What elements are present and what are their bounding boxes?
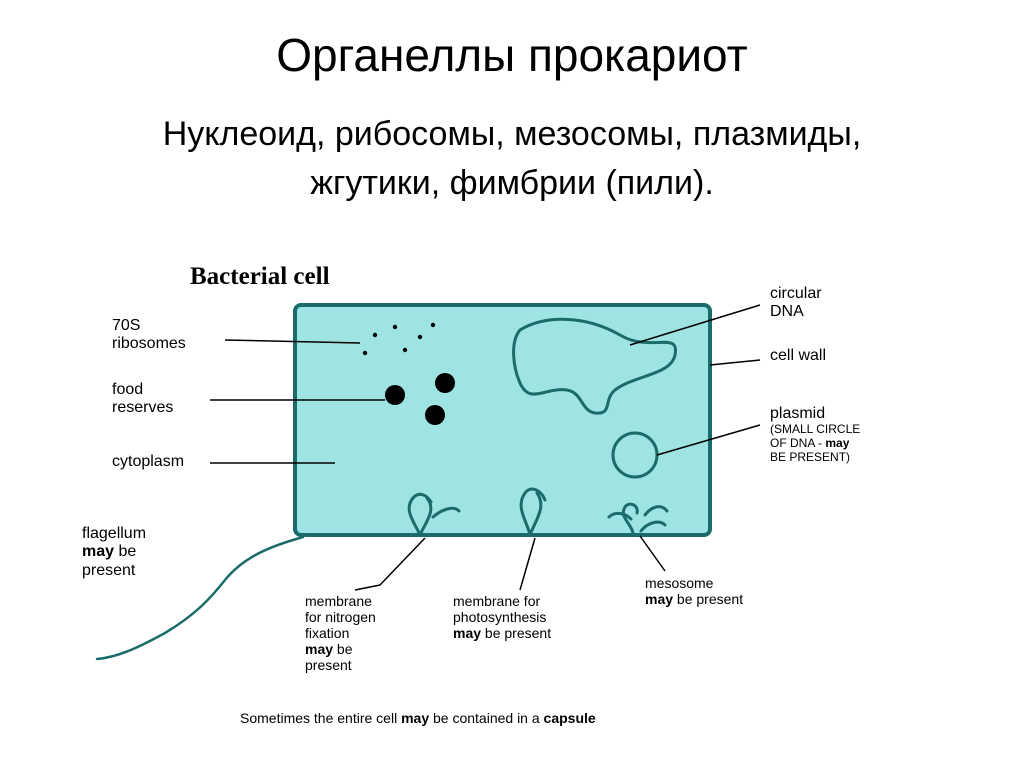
subtitle-line-1: Нуклеоид, рибосомы, мезосомы, плазмиды,: [163, 115, 862, 153]
label-membrane-photosynthesis: membrane forphotosynthesismay be present: [453, 593, 551, 641]
label-plasmid: plasmid(SMALL CIRCLEOF DNA - mayBE PRESE…: [770, 405, 860, 465]
label-ribosomes: 70Sribosomes: [112, 317, 186, 354]
subtitle-line-2: жгутики, фимбрии (пили).: [310, 164, 714, 202]
label-food-reserves: foodreserves: [112, 381, 173, 418]
slide-subtitle: Нуклеоид, рибосомы, мезосомы, плазмиды, …: [0, 110, 1024, 209]
diagram-svg: [75, 255, 945, 750]
diagram-caption: Sometimes the entire cell may be contain…: [240, 710, 596, 726]
label-cytoplasm: cytoplasm: [112, 453, 184, 471]
label-membrane-nitrogen: membranefor nitrogenfixationmay bepresen…: [305, 593, 376, 673]
label-circular-dna: circularDNA: [770, 285, 822, 322]
label-flagellum: flagellummay bepresent: [82, 525, 146, 580]
slide-title: Органеллы прокариот: [0, 28, 1024, 82]
label-cell-wall: cell wall: [770, 347, 826, 365]
slide: Органеллы прокариот Нуклеоид, рибосомы, …: [0, 0, 1024, 767]
label-mesosome: mesosomemay be present: [645, 575, 743, 607]
bacterial-cell-diagram: Bacterial cell 70Sribosomes foodreserves…: [75, 255, 945, 750]
